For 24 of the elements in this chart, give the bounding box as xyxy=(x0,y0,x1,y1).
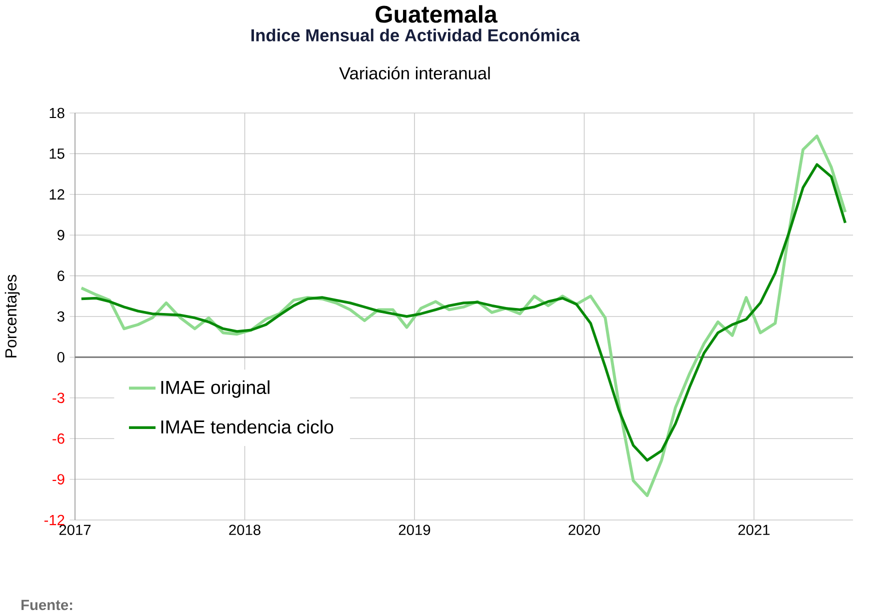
x-tick-label: 2017 xyxy=(59,524,91,536)
y-axis-title: Porcentajes xyxy=(4,274,20,358)
legend-label: IMAE tendencia ciclo xyxy=(161,420,334,434)
y-tick-label: -12 xyxy=(44,514,64,526)
y-tick-label: 12 xyxy=(50,189,64,200)
line-series xyxy=(80,163,847,462)
y-tick-label: -9 xyxy=(52,474,64,484)
source-note: Fuente: xyxy=(22,600,72,610)
x-tick-label: 2018 xyxy=(229,524,260,536)
x-tick-label: 2021 xyxy=(738,524,770,536)
y-tick-label: 15 xyxy=(50,148,64,159)
chart-title: Guatemala xyxy=(376,5,498,23)
y-tick-label: 9 xyxy=(58,230,64,240)
chart-subtitle: Indice Mensual de Actividad Económica xyxy=(251,28,580,42)
x-tick-label: 2020 xyxy=(568,524,600,536)
y-tick-label: 3 xyxy=(57,311,64,322)
y-tick-label: 0 xyxy=(57,352,64,362)
text: Variación interanual xyxy=(339,66,490,80)
y-tick-label: 18 xyxy=(50,108,64,118)
y-tick-label: -3 xyxy=(52,392,64,404)
y-tick-label: 6 xyxy=(58,270,64,281)
y-tick-label: -6 xyxy=(52,433,64,444)
x-tick-label: 2019 xyxy=(398,524,430,536)
legend-label: IMAE original xyxy=(161,380,270,398)
